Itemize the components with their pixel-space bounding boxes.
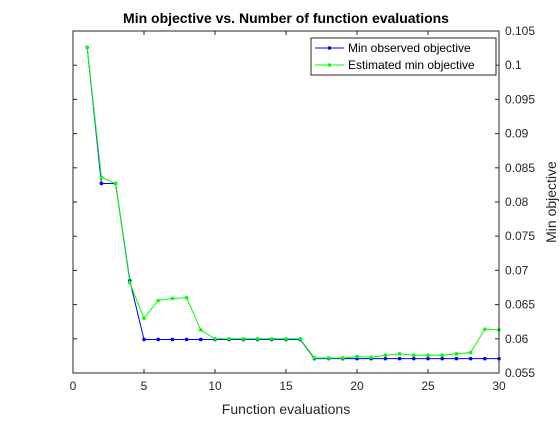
y-tick-label: 0.095 [505, 92, 535, 106]
data-point [412, 353, 416, 358]
series-2 [85, 45, 501, 360]
y-tick-label: 0.065 [505, 298, 535, 312]
legend-box [310, 37, 497, 76]
legend-label: Min observed objective [348, 41, 471, 55]
x-tick-label: 10 [208, 379, 222, 393]
axes-box [72, 30, 500, 374]
data-point [128, 280, 132, 285]
data-point [170, 296, 175, 301]
data-point [227, 337, 231, 341]
data-point [326, 356, 331, 360]
data-point [170, 337, 175, 342]
x-tick-label: 5 [141, 379, 148, 393]
y-tick-label: 0.1 [505, 58, 522, 72]
legend-marker [327, 46, 332, 50]
legend-item: Estimated min objective [315, 58, 475, 72]
y-tick-label: 0.105 [505, 24, 535, 38]
data-point [99, 175, 104, 180]
y-tick-label: 0.085 [505, 161, 535, 175]
x-tick-label: 25 [421, 379, 435, 393]
data-point [468, 356, 473, 361]
data-point [369, 355, 374, 360]
data-point [440, 356, 445, 361]
data-point [298, 337, 303, 341]
data-point [383, 356, 388, 361]
data-point [412, 356, 416, 361]
y-tick-label: 0.055 [505, 366, 535, 380]
legend: Min observed objective Estimated min obje… [310, 37, 497, 76]
data-point [184, 337, 189, 342]
x-tick-label: 20 [350, 379, 364, 393]
data-point [341, 356, 345, 360]
y-tick-label: 0.08 [505, 195, 529, 209]
y-tick-label: 0.09 [505, 127, 529, 141]
data-point [213, 337, 217, 341]
data-point [454, 352, 459, 356]
plot-area [73, 31, 499, 373]
data-point [397, 356, 402, 361]
y-tick-label: 0.07 [505, 263, 529, 277]
data-point [142, 337, 146, 342]
x-tick-label: 15 [279, 379, 293, 393]
data-point [483, 327, 487, 332]
data-point [255, 337, 260, 341]
legend-label: Estimated min objective [348, 58, 475, 72]
series-line [86, 47, 500, 359]
x-tick-label: 0 [70, 379, 77, 393]
data-point [199, 337, 203, 342]
data-point [156, 298, 160, 303]
x-tick-label: 30 [492, 379, 506, 393]
legend-marker [327, 63, 332, 67]
series-line [86, 47, 499, 360]
data-point [284, 337, 288, 341]
y-tick-label: 0.06 [505, 332, 529, 346]
data-point [85, 45, 89, 50]
data-point [454, 356, 459, 361]
data-point [113, 181, 118, 186]
y-axis-label: Min objective [543, 161, 559, 243]
y-tick-label: 0.075 [505, 229, 535, 243]
data-point [426, 353, 430, 358]
data-point [468, 350, 473, 355]
data-point [270, 337, 274, 341]
data-point [383, 353, 388, 358]
x-axis-label: Function evaluations [222, 401, 350, 417]
ticks-layer: 0 5 10 15 20 25 300.055 0.06 0.065 0.07 0.075 0.08 0… [70, 24, 536, 393]
axes-layer [72, 30, 500, 374]
data-point [142, 316, 146, 321]
series-layer [85, 45, 501, 361]
data-point [355, 354, 359, 359]
legend-item: Min observed objective [315, 41, 471, 55]
data-point [156, 337, 160, 342]
data-point [184, 295, 189, 300]
data-point [483, 356, 487, 361]
data-point [426, 356, 430, 361]
data-point [199, 328, 203, 332]
data-point [440, 353, 445, 358]
chart-title: Min objective vs. Number of function eva… [123, 10, 449, 26]
data-point [397, 352, 402, 356]
data-point [312, 356, 317, 360]
data-point [99, 181, 104, 186]
data-point [241, 337, 246, 341]
